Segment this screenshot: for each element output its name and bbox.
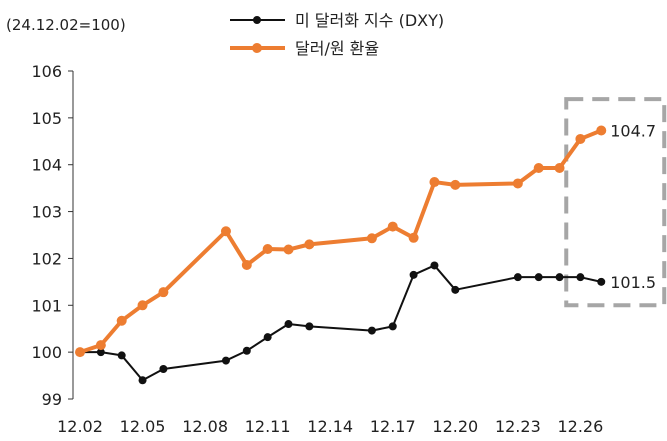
usdkrw-point xyxy=(304,239,315,250)
usdkrw-point xyxy=(116,315,127,326)
unit-note: (24.12.02=100) xyxy=(6,16,126,34)
end-value-label: 104.7 xyxy=(610,122,656,141)
usdkrw-point xyxy=(554,162,565,173)
x-tick-label: 12.11 xyxy=(245,417,291,436)
x-tick-label: 12.23 xyxy=(495,417,541,436)
usdkrw-point xyxy=(220,226,231,237)
usdkrw-point xyxy=(596,125,607,136)
dxy-line xyxy=(80,264,602,382)
dxy-point xyxy=(242,346,251,355)
dxy-point xyxy=(534,273,543,282)
x-tick-label: 12.02 xyxy=(57,417,103,436)
y-tick-label: 106 xyxy=(31,62,62,81)
end-value-label: 101.5 xyxy=(610,273,656,292)
y-tick-label: 100 xyxy=(31,343,62,362)
y-tick-label: 99 xyxy=(42,390,62,409)
y-tick-label: 104 xyxy=(31,156,62,175)
dxy-point xyxy=(263,333,272,342)
x-tick-label: 12.08 xyxy=(182,417,228,436)
dxy-point xyxy=(117,351,126,360)
usdkrw-point xyxy=(533,162,544,173)
usdkrw-point xyxy=(283,244,294,255)
dxy-point xyxy=(96,348,105,357)
dxy-point xyxy=(138,376,147,385)
dxy-point xyxy=(555,273,564,282)
usdkrw-point xyxy=(137,300,148,311)
usdkrw-point xyxy=(158,287,169,298)
dxy-point xyxy=(576,273,585,282)
dxy-point xyxy=(388,322,397,331)
dxy-point xyxy=(305,322,314,331)
usdkrw-point xyxy=(95,340,106,351)
x-tick-label: 12.14 xyxy=(307,417,353,436)
series-usdkrw xyxy=(75,125,607,358)
usdkrw-point xyxy=(408,232,419,243)
x-tick-label: 12.26 xyxy=(557,417,603,436)
usdkrw-point xyxy=(387,221,398,232)
dxy-point xyxy=(597,277,606,286)
y-tick-label: 103 xyxy=(31,203,62,222)
dxy-point xyxy=(367,326,376,335)
usdkrw-point xyxy=(575,133,586,144)
y-tick-label: 102 xyxy=(31,249,62,268)
dxy-point xyxy=(409,270,418,279)
usdkrw-line xyxy=(79,128,603,355)
x-tick-label: 12.05 xyxy=(120,417,166,436)
y-tick-label: 105 xyxy=(31,109,62,128)
y-tick-label: 101 xyxy=(31,296,62,315)
usdkrw-point xyxy=(75,347,85,358)
usdkrw-point xyxy=(366,233,377,244)
highlight-box xyxy=(564,97,667,308)
x-tick-label: 12.20 xyxy=(432,417,478,436)
dxy-point xyxy=(284,320,293,329)
usdkrw-point xyxy=(262,244,273,255)
usdkrw-point xyxy=(241,259,252,270)
legend-label: 미 달러화 지수 (DXY) xyxy=(295,11,444,30)
dxy-point xyxy=(221,356,230,365)
usdkrw-point xyxy=(450,179,461,190)
dxy-point xyxy=(451,285,460,294)
series-dxy xyxy=(76,261,606,385)
usdkrw-point xyxy=(429,177,440,188)
legend-swatch-marker xyxy=(253,16,261,24)
x-tick-label: 12.17 xyxy=(370,417,416,436)
dxy-point xyxy=(430,261,439,270)
legend-swatch-marker xyxy=(252,43,262,53)
dxy-point xyxy=(513,273,522,282)
dxy-point xyxy=(159,365,168,374)
legend-label: 달러/원 환율 xyxy=(295,39,379,58)
usdkrw-point xyxy=(512,178,523,189)
